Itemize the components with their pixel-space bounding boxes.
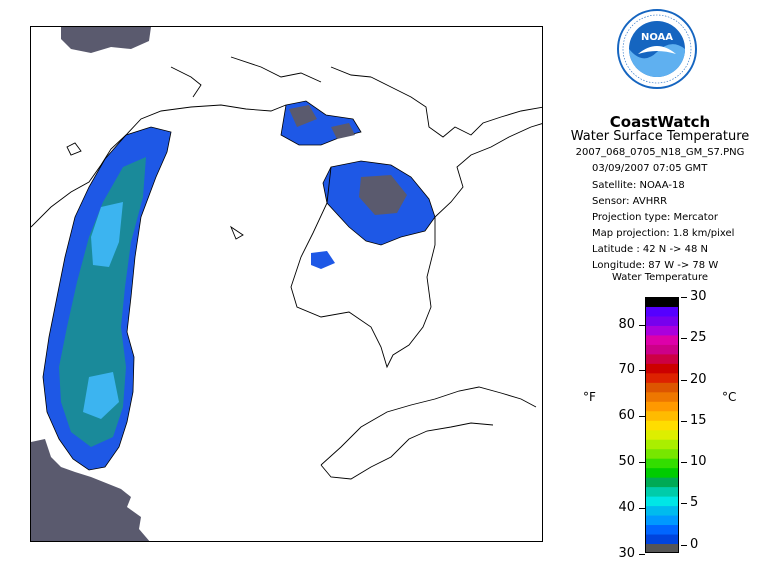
fahrenheit-tick-label: 80 — [618, 316, 635, 332]
celsius-tick-mark — [681, 544, 687, 546]
colorbar-segment — [645, 382, 679, 393]
fahrenheit-tick-label: 60 — [618, 408, 635, 424]
fahrenheit-tick-mark — [639, 324, 645, 326]
colorbar-segment — [645, 315, 679, 326]
celsius-tick-label: 20 — [690, 371, 707, 387]
meta-datetime: 03/09/2007 07:05 GMT — [592, 163, 708, 174]
meta-resolution: Map projection: 1.8 km/pixel — [592, 228, 735, 239]
huron-cloud — [359, 175, 407, 215]
colorbar-segment — [645, 334, 679, 345]
colorbar-frame — [645, 297, 679, 553]
celsius-tick-mark — [681, 338, 687, 340]
celsius-tick-label: 30 — [690, 289, 707, 304]
fahrenheit-unit-label: °F — [583, 390, 596, 404]
colorbar-segment — [645, 372, 679, 383]
colorbar-segment — [645, 353, 679, 364]
colorbar-segment — [645, 467, 679, 478]
colorbar-segment — [645, 325, 679, 336]
fahrenheit-tick-mark — [639, 462, 645, 464]
fahrenheit-tick-label: 30 — [618, 545, 635, 561]
meta-longitude: Longitude: 87 W -> 78 W — [592, 260, 719, 271]
colorbar-segment — [645, 410, 679, 421]
cloud-mask-north — [61, 27, 151, 53]
colorbar-segment — [645, 391, 679, 402]
meta-latitude: Latitude : 42 N -> 48 N — [592, 244, 708, 255]
fahrenheit-tick-mark — [639, 416, 645, 418]
meta-sensor: Sensor: AVHRR — [592, 196, 668, 207]
noaa-logo: NOAA — [616, 8, 698, 90]
fahrenheit-tick-mark — [639, 553, 645, 555]
map-panel[interactable] — [30, 26, 543, 542]
celsius-unit-label: °C — [722, 390, 737, 404]
colorbar-segment — [645, 344, 679, 355]
celsius-tick-mark — [681, 379, 687, 381]
colorbar-segment — [645, 496, 679, 507]
celsius-tick-label: 25 — [690, 330, 707, 346]
fahrenheit-tick-mark — [639, 508, 645, 510]
celsius-tick-label: 0 — [690, 536, 699, 552]
lake-michigan-light-water — [83, 202, 123, 419]
colorbar-segment — [645, 420, 679, 431]
colorbar-segment — [645, 401, 679, 412]
colorbar-segment — [645, 505, 679, 516]
fahrenheit-tick-label: 70 — [618, 362, 635, 378]
superior-cloud — [289, 105, 355, 139]
colorbar-segment — [645, 363, 679, 374]
great-lakes-map — [31, 27, 542, 541]
product-filename: 2007_068_0705_N18_GM_S7.PNG — [575, 147, 745, 158]
colorbar-segment — [645, 306, 679, 317]
meta-projection: Projection type: Mercator — [592, 212, 718, 223]
coastlines — [31, 56, 542, 480]
celsius-tick-label: 5 — [690, 495, 699, 511]
fahrenheit-tick-label: 50 — [618, 454, 635, 470]
colorbar-segment — [645, 448, 679, 459]
celsius-tick-mark — [681, 297, 687, 298]
lake-michigan-mid-water — [59, 157, 146, 447]
colorbar-segment — [645, 429, 679, 440]
noaa-seal-icon: NOAA — [617, 9, 697, 89]
colorbar-segment — [645, 458, 679, 469]
legend-title: Water Temperature — [611, 272, 709, 283]
colorbar-segment — [645, 524, 679, 535]
temperature-colorbar — [645, 297, 679, 553]
noaa-logo-text: NOAA — [641, 32, 673, 43]
saginaw-patch — [311, 251, 335, 269]
celsius-tick-mark — [681, 420, 687, 422]
colorbar-segment — [645, 439, 679, 450]
colorbar-segment — [645, 477, 679, 488]
celsius-tick-label: 10 — [690, 454, 707, 470]
celsius-tick-mark — [681, 503, 687, 505]
colorbar-segment — [645, 534, 679, 545]
colorbar-segment — [645, 515, 679, 526]
fahrenheit-tick-label: 40 — [618, 500, 635, 516]
meta-satellite: Satellite: NOAA-18 — [592, 180, 685, 191]
fahrenheit-tick-mark — [639, 370, 645, 372]
colorbar-segment — [645, 297, 679, 307]
celsius-tick-label: 15 — [690, 412, 707, 428]
cloud-mask-southwest — [31, 439, 150, 541]
product-title: CoastWatch — [609, 113, 711, 131]
colorbar-segment — [645, 486, 679, 497]
celsius-tick-mark — [681, 462, 687, 464]
colorbar-segment — [645, 543, 679, 553]
product-subtitle: Water Surface Temperature — [570, 129, 750, 144]
